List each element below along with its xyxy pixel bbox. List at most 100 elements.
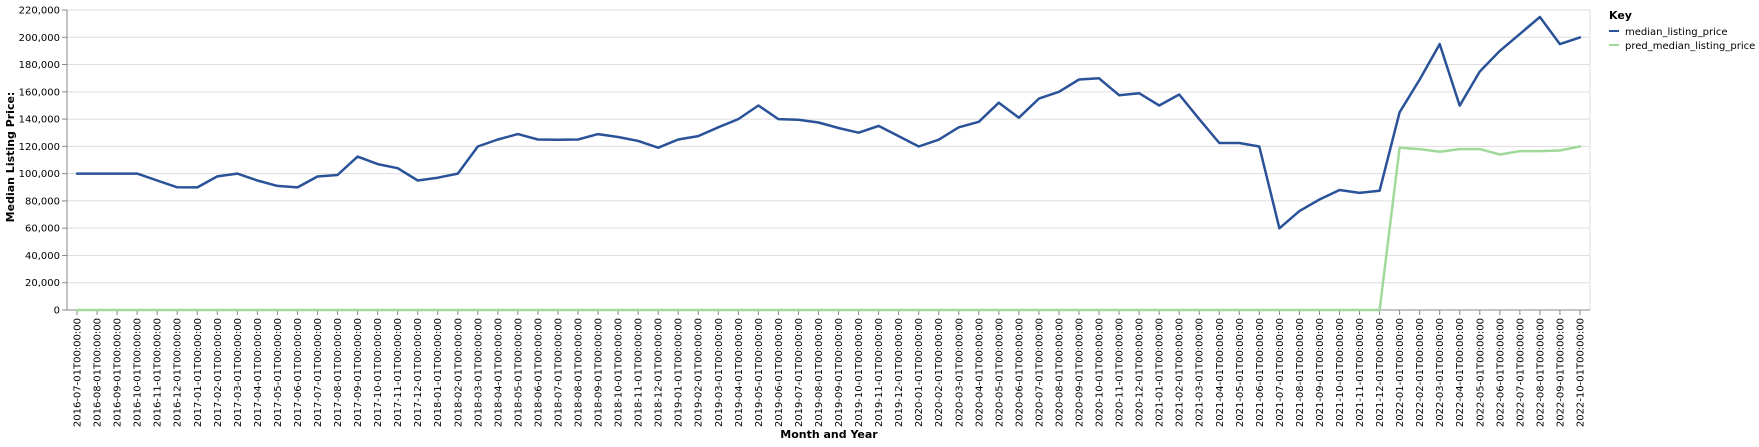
x-tick-label: 2017-08-01T00:00:00 (333, 318, 344, 427)
x-tick-label: 2021-01-01T00:00:00 (1155, 318, 1166, 427)
series-lines (75, 15, 1582, 312)
x-tick-label: 2022-08-01T00:00:00 (1535, 318, 1546, 427)
x-tick-label: 2018-09-01T00:00:00 (594, 318, 605, 427)
x-tick-label: 2017-06-01T00:00:00 (293, 318, 304, 427)
y-tick-label: 220,000 (19, 6, 60, 17)
x-tick-label: 2021-05-01T00:00:00 (1235, 318, 1246, 427)
x-tick-label: 2018-01-01T00:00:00 (433, 318, 444, 427)
legend-label-median-listing-price: median_listing_price (1625, 27, 1728, 38)
legend-title: Key (1609, 9, 1632, 22)
x-tick-label: 2020-09-01T00:00:00 (1074, 318, 1085, 427)
x-tick-label: 2020-11-01T00:00:00 (1115, 318, 1126, 427)
x-tick-label: 2017-10-01T00:00:00 (373, 318, 384, 427)
x-tick-label: 2016-11-01T00:00:00 (153, 318, 164, 427)
x-tick-label: 2016-07-01T00:00:00 (73, 318, 84, 427)
x-tick-label: 2022-05-01T00:00:00 (1475, 318, 1486, 427)
x-tick-label: 2017-09-01T00:00:00 (353, 318, 364, 427)
x-tick-label: 2020-01-01T00:00:00 (914, 318, 925, 427)
x-axis-title: Month and Year (780, 428, 878, 441)
x-tick-label: 2022-07-01T00:00:00 (1515, 318, 1526, 427)
y-axis: 0 20,000 40,000 60,000 80,000 100,000 120,000 1… (19, 6, 68, 317)
x-tick-label: 2018-05-01T00:00:00 (513, 318, 524, 427)
x-tick-label: 2017-01-01T00:00:00 (193, 318, 204, 427)
x-tick-label: 2017-12-01T00:00:00 (413, 318, 424, 427)
x-tick-label: 2019-07-01T00:00:00 (794, 318, 805, 427)
y-tick-label: 0 (54, 306, 60, 317)
x-tick-label: 2018-08-01T00:00:00 (574, 318, 585, 427)
x-tick-label: 2018-12-01T00:00:00 (654, 318, 665, 427)
x-tick-label: 2021-06-01T00:00:00 (1255, 318, 1266, 427)
x-tick-label: 2021-03-01T00:00:00 (1195, 318, 1206, 427)
y-tick-label: 120,000 (19, 142, 60, 153)
x-tick-label: 2020-10-01T00:00:00 (1095, 318, 1106, 427)
x-tick-label: 2022-04-01T00:00:00 (1455, 318, 1466, 427)
x-tick-label: 2018-11-01T00:00:00 (634, 318, 645, 427)
y-tick-label: 200,000 (19, 33, 60, 44)
x-tick-label: 2020-02-01T00:00:00 (934, 318, 945, 427)
x-tick-label: 2020-05-01T00:00:00 (994, 318, 1005, 427)
y-tick-label: 180,000 (19, 60, 60, 71)
x-tick-label: 2020-03-01T00:00:00 (954, 318, 965, 427)
x-tick-label: 2017-05-01T00:00:00 (273, 318, 284, 427)
x-tick-label: 2017-04-01T00:00:00 (253, 318, 264, 427)
x-tick-label: 2021-08-01T00:00:00 (1295, 318, 1306, 427)
x-tick-label: 2018-02-01T00:00:00 (453, 318, 464, 427)
x-tick-label: 2017-07-01T00:00:00 (313, 318, 324, 427)
x-tick-label: 2022-10-01T00:00:00 (1575, 318, 1586, 427)
x-tick-label: 2019-06-01T00:00:00 (774, 318, 785, 427)
x-tick-label: 2017-02-01T00:00:00 (213, 318, 224, 427)
gridlines (66, 9, 1591, 311)
x-tick-label: 2018-03-01T00:00:00 (473, 318, 484, 427)
x-tick-label: 2016-08-01T00:00:00 (93, 318, 104, 427)
x-tick-label: 2019-09-01T00:00:00 (834, 318, 845, 427)
y-tick-label: 160,000 (19, 87, 60, 98)
y-tick-label: 140,000 (19, 115, 60, 126)
x-tick-label: 2018-06-01T00:00:00 (533, 318, 544, 427)
x-tick-label: 2022-06-01T00:00:00 (1495, 318, 1506, 427)
x-tick-label: 2016-12-01T00:00:00 (173, 318, 184, 427)
x-tick-label: 2021-11-01T00:00:00 (1355, 318, 1366, 427)
x-tick-label: 2019-05-01T00:00:00 (754, 318, 765, 427)
legend: Key median_listing_price pred_median_lis… (1609, 9, 1755, 52)
x-tick-label: 2020-12-01T00:00:00 (1135, 318, 1146, 427)
y-tick-label: 60,000 (25, 224, 60, 235)
x-tick-label: 2016-10-01T00:00:00 (133, 318, 144, 427)
x-tick-label: 2021-02-01T00:00:00 (1175, 318, 1186, 427)
x-tick-label: 2020-04-01T00:00:00 (974, 318, 985, 427)
x-tick-label: 2020-06-01T00:00:00 (1014, 318, 1025, 427)
x-tick-label: 2019-01-01T00:00:00 (674, 318, 685, 427)
y-tick-label: 100,000 (19, 169, 60, 180)
x-tick-label: 2016-09-01T00:00:00 (113, 318, 124, 427)
x-tick-label: 2020-07-01T00:00:00 (1034, 318, 1045, 427)
plot-frame (66, 9, 1591, 311)
x-tick-label: 2017-03-01T00:00:00 (233, 318, 244, 427)
x-tick-label: 2022-01-01T00:00:00 (1395, 318, 1406, 427)
series-line-median-listing-price (75, 15, 1582, 230)
x-axis: 2016-07-01T00:00:00 2016-08-01T00:00:00 20… (67, 309, 1590, 427)
x-tick-label: 2021-12-01T00:00:00 (1375, 318, 1386, 427)
x-tick-label: 2019-02-01T00:00:00 (694, 318, 705, 427)
x-tick-label: 2019-04-01T00:00:00 (734, 318, 745, 427)
x-tick-label: 2021-07-01T00:00:00 (1275, 318, 1286, 427)
x-tick-label: 2022-02-01T00:00:00 (1415, 318, 1426, 427)
y-tick-label: 80,000 (25, 196, 60, 207)
x-tick-label: 2020-08-01T00:00:00 (1054, 318, 1065, 427)
x-tick-label: 2018-10-01T00:00:00 (614, 318, 625, 427)
x-tick-label: 2018-04-01T00:00:00 (493, 318, 504, 427)
x-tick-label: 2022-09-01T00:00:00 (1555, 318, 1566, 427)
x-tick-label: 2021-10-01T00:00:00 (1335, 318, 1346, 427)
x-tick-label: 2021-09-01T00:00:00 (1315, 318, 1326, 427)
series-line-pred-median-listing-price (75, 145, 1582, 312)
x-tick-label: 2021-04-01T00:00:00 (1215, 318, 1226, 427)
x-tick-label: 2022-03-01T00:00:00 (1435, 318, 1446, 427)
legend-label-pred-median-listing-price: pred_median_listing_price (1625, 41, 1755, 52)
y-tick-label: 40,000 (25, 251, 60, 262)
x-tick-label: 2018-07-01T00:00:00 (553, 318, 564, 427)
x-tick-label: 2019-08-01T00:00:00 (814, 318, 825, 427)
x-tick-label: 2019-03-01T00:00:00 (714, 318, 725, 427)
x-tick-label: 2019-10-01T00:00:00 (854, 318, 865, 427)
x-tick-label: 2019-12-01T00:00:00 (894, 318, 905, 427)
y-axis-title: Median Listing Price: (4, 92, 17, 223)
y-tick-label: 20,000 (25, 278, 60, 289)
x-tick-label: 2017-11-01T00:00:00 (393, 318, 404, 427)
